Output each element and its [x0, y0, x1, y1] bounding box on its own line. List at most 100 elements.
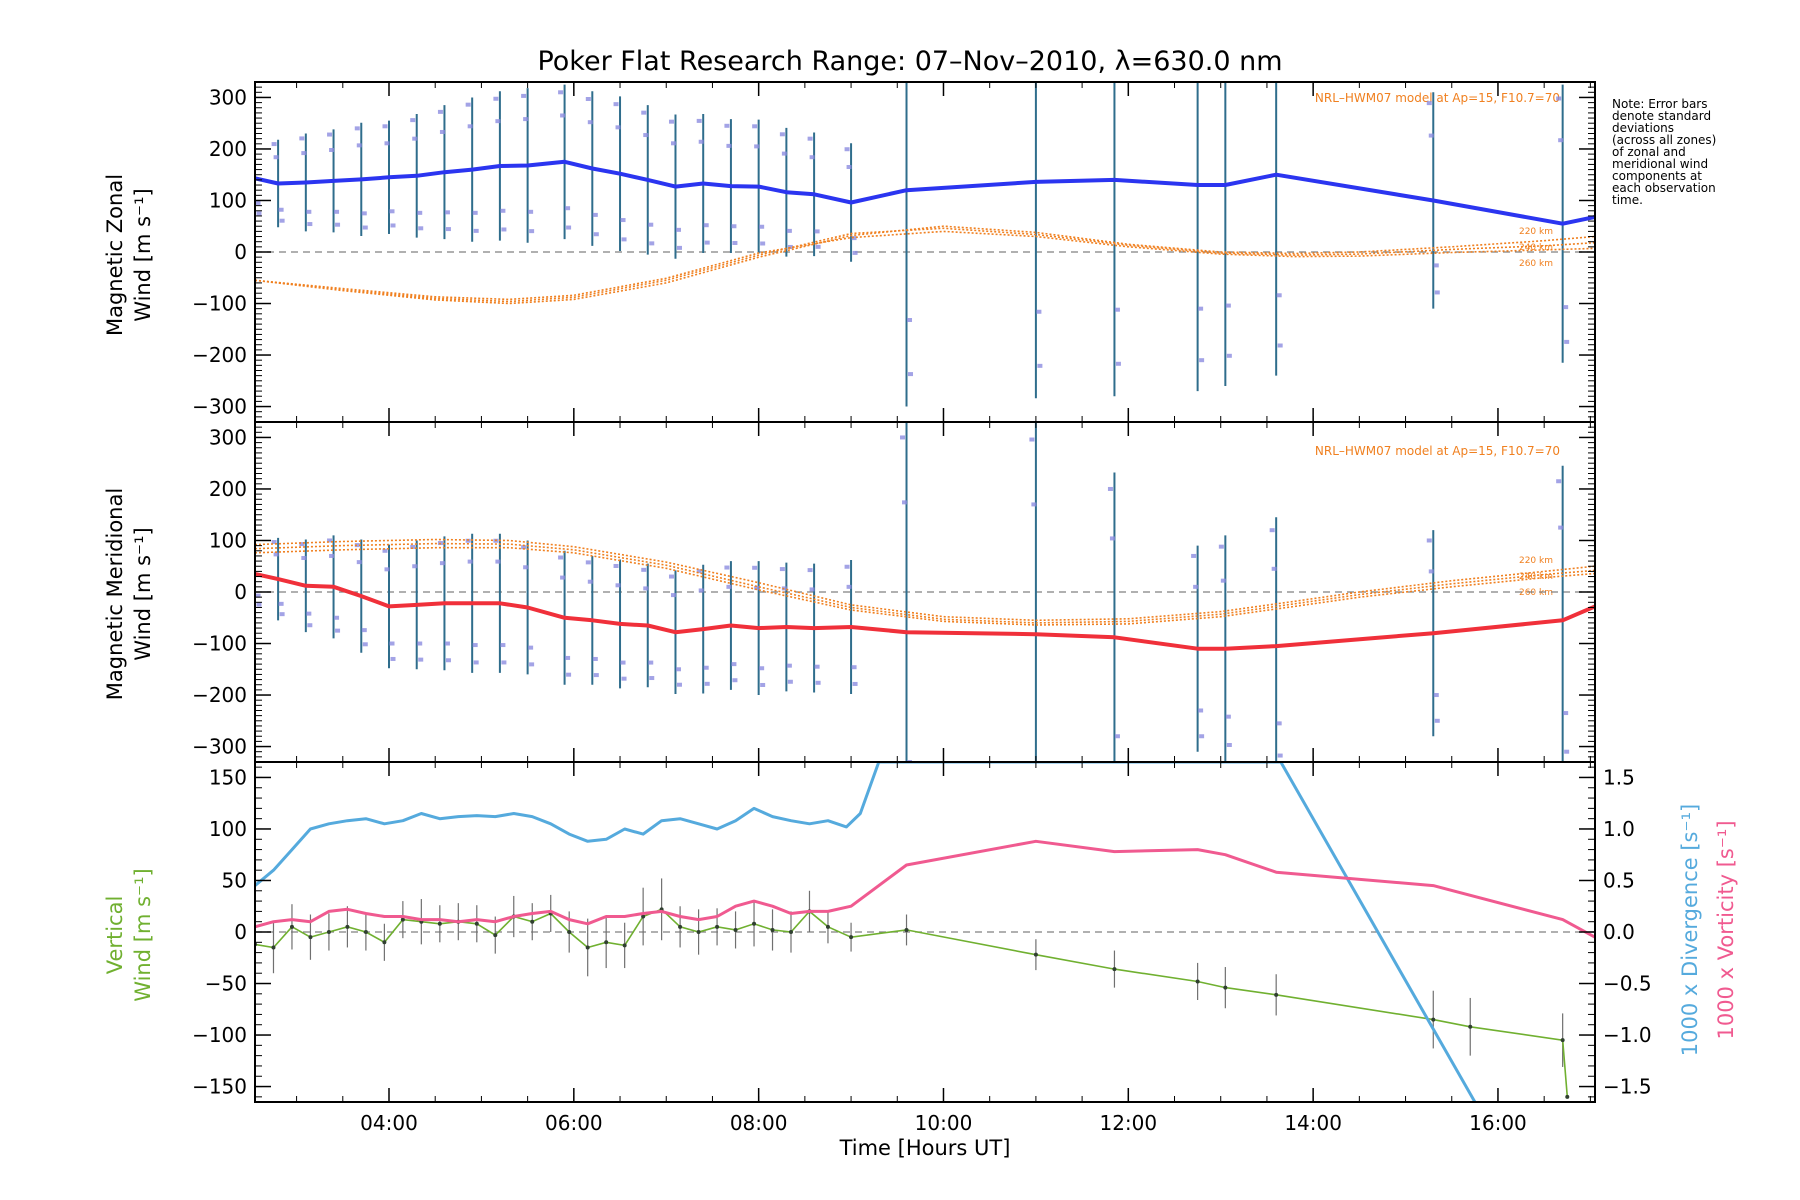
- x-tick-label: 12:00: [1099, 1111, 1157, 1135]
- scatter-point: [1556, 479, 1562, 484]
- scatter-point: [851, 665, 857, 670]
- chart-title: Poker Flat Research Range: 07–Nov–2010, …: [537, 46, 1282, 77]
- scatter-point: [1114, 307, 1120, 312]
- y-tick-label: 100: [209, 188, 247, 212]
- hwm07-model-line: [255, 542, 1595, 624]
- vertical-ylabel-line1: Vertical: [103, 896, 127, 975]
- vertical-wind-point: [604, 940, 609, 945]
- scatter-point: [649, 241, 655, 246]
- scatter-point: [1191, 0, 1196, 2]
- scatter-point: [301, 151, 307, 156]
- scatter-point: [1276, 293, 1282, 298]
- scatter-point: [704, 240, 710, 245]
- x-tick-label: 06:00: [545, 1111, 603, 1135]
- scatter-point: [649, 676, 655, 681]
- vertical-wind-point: [733, 927, 738, 932]
- scatter-point: [620, 218, 626, 223]
- scatter-point: [384, 567, 390, 572]
- scatter-point: [760, 682, 766, 687]
- scatter-point: [593, 232, 599, 237]
- scatter-point: [410, 118, 416, 123]
- divergence-line: [255, 762, 1477, 1102]
- scatter-point: [1219, 2, 1224, 6]
- zonal-ylabel-line1: Magnetic Zonal: [103, 174, 127, 336]
- scatter-point: [417, 210, 423, 215]
- x-tick-label: 04:00: [360, 1111, 418, 1135]
- note-line: time.: [1612, 193, 1643, 207]
- meridional-model-label: NRL–HWM07 model at Ap=15, F10.7=70: [1315, 444, 1560, 458]
- y-tick-label: 200: [209, 477, 247, 501]
- vertical-wind-point: [1033, 952, 1038, 957]
- scatter-point: [307, 623, 313, 628]
- scatter-point: [676, 245, 682, 250]
- vertical-axes-frame: [254, 761, 1596, 1103]
- x-tick-label: 10:00: [915, 1111, 973, 1135]
- scatter-point: [301, 556, 307, 560]
- note-line: each observation: [1612, 181, 1716, 195]
- vertical-wind-point: [1195, 979, 1200, 984]
- x-tick-label: 16:00: [1469, 1111, 1527, 1135]
- scatter-point: [1199, 358, 1205, 363]
- hwm07-model-line: [255, 538, 1595, 622]
- scatter-point: [473, 660, 479, 665]
- scatter-point: [613, 102, 619, 107]
- scatter-point: [1563, 305, 1569, 310]
- scatter-point: [807, 136, 813, 141]
- vertical-wind-point: [849, 935, 854, 940]
- scatter-point: [1114, 734, 1120, 739]
- scatter-point: [362, 225, 368, 230]
- scatter-point: [306, 209, 312, 214]
- note-line: of zonal and: [1612, 145, 1686, 159]
- scatter-point: [615, 583, 621, 588]
- scatter-point: [703, 223, 709, 228]
- scatter-point: [779, 567, 785, 572]
- vertical-wind-point: [382, 940, 387, 945]
- vertical-wind-point: [696, 930, 701, 934]
- scatter-point: [1556, 96, 1562, 101]
- scatter-point: [361, 211, 367, 216]
- scatter-point: [472, 210, 478, 215]
- x-tick-label: 14:00: [1284, 1111, 1342, 1135]
- scatter-point: [1558, 138, 1564, 143]
- scatter-point: [278, 207, 284, 212]
- y-tick-label: 150: [209, 765, 247, 789]
- hwm07-model-line: [255, 230, 1595, 301]
- scatter-point: [754, 585, 760, 590]
- scatter-point: [439, 129, 445, 134]
- scatter-point: [558, 90, 564, 95]
- scatter-point: [256, 211, 262, 216]
- scatter-point: [815, 680, 821, 685]
- y-tick-label: 300: [209, 425, 247, 449]
- scatter-point: [307, 222, 313, 227]
- vertical-wind-point: [1565, 1094, 1570, 1099]
- scatter-point: [696, 569, 702, 574]
- scatter-point: [523, 117, 529, 122]
- scatter-point: [698, 139, 704, 144]
- scatter-point: [786, 228, 792, 233]
- scatter-point: [698, 588, 704, 593]
- y-tick-label: −100: [192, 1023, 247, 1047]
- vorticity-line: [255, 839, 1595, 939]
- scatter-point: [1434, 718, 1440, 723]
- vertical-wind-point: [1468, 1024, 1473, 1029]
- scatter-point: [444, 641, 450, 646]
- note-box: Note: Error bars denote standard deviati…: [1612, 97, 1716, 207]
- vertical-wind-point: [715, 924, 720, 929]
- scatter-point: [565, 206, 571, 211]
- scatter-point: [495, 559, 501, 564]
- scatter-point: [846, 165, 852, 169]
- scatter-point: [529, 229, 535, 234]
- scatter-point: [643, 133, 649, 138]
- scatter-point: [418, 657, 424, 662]
- scatter-point: [852, 681, 858, 686]
- scatter-point: [1428, 133, 1434, 138]
- scatter-point: [1564, 749, 1570, 754]
- scatter-point: [467, 124, 473, 129]
- vertical-wind-point: [308, 935, 313, 940]
- scatter-point: [593, 673, 599, 678]
- scatter-point: [676, 682, 682, 687]
- scatter-point: [412, 564, 418, 569]
- scatter-point: [249, 540, 254, 544]
- scatter-point: [521, 545, 527, 550]
- scatter-point: [759, 224, 765, 229]
